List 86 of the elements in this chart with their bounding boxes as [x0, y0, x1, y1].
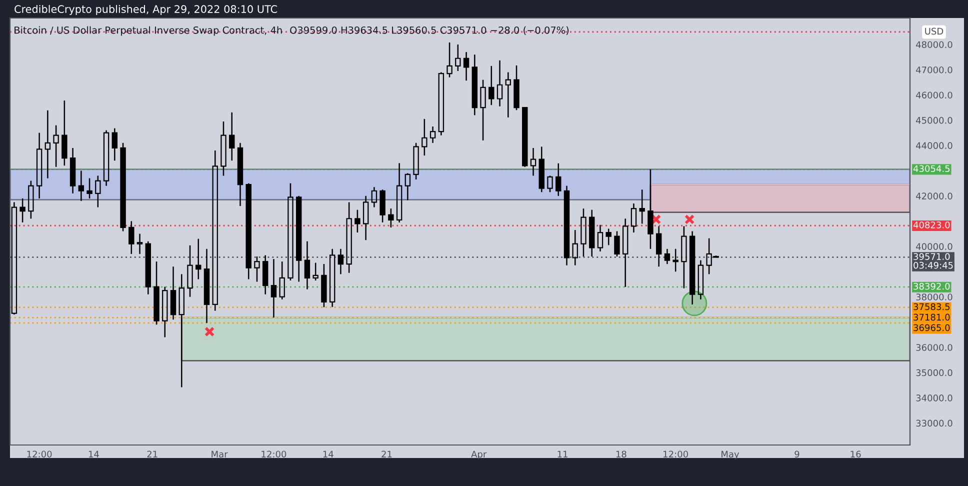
ref-line-label: 39571.0 03:49:45 [914, 253, 953, 269]
candlestick [496, 60, 503, 107]
x-tick-label: Mar [212, 450, 228, 458]
ref-line-label: 43054.5 [913, 165, 950, 172]
ref-line-label: 37583.5 [914, 303, 950, 310]
candlestick [53, 124, 59, 168]
candlestick [672, 248, 678, 272]
x-tick-label: 21 [147, 450, 158, 458]
candlestick [664, 248, 670, 265]
x-tick-label: 18 [616, 450, 626, 458]
candlestick [20, 198, 26, 224]
candlestick [220, 120, 226, 176]
y-tick-label: 42000.0 [916, 192, 952, 200]
candlestick [388, 208, 394, 228]
candlestick [229, 112, 235, 162]
candlestick [530, 147, 536, 176]
y-tick-label: 35000.0 [916, 369, 952, 376]
candlestick [639, 188, 645, 224]
candlestick [648, 168, 654, 250]
candlestick [103, 130, 110, 186]
candlestick [630, 202, 637, 234]
y-tick-label: 33000.0 [916, 420, 952, 427]
x-tick-label: 21 [382, 450, 392, 458]
candlestick [112, 128, 118, 162]
x-tick-label: 11 [558, 450, 568, 458]
point [684, 214, 695, 224]
x-tick-label: May [722, 450, 740, 460]
candlestick [698, 260, 704, 300]
candlestick [463, 51, 470, 82]
candlestick [404, 172, 411, 201]
y-tick-label: 48000.0 [916, 41, 952, 48]
y-tick-label: 40000.0 [916, 243, 952, 250]
candlestick [656, 226, 662, 268]
candlestick [597, 224, 604, 252]
ref-line-label: 36965.0 [914, 324, 950, 332]
y-tick-label: 38000.0 [916, 294, 952, 300]
candlestick [622, 218, 628, 288]
candlestick [62, 100, 68, 166]
candlestick [614, 230, 620, 258]
candlestick [396, 162, 402, 224]
y-axis-title: USD [925, 28, 944, 35]
candlestick [304, 240, 310, 290]
candlestick [681, 226, 687, 289]
x-tick-label: Apr [471, 450, 487, 460]
candlestick [136, 233, 143, 255]
candlestick [178, 274, 184, 388]
point [204, 326, 215, 337]
candlestick [196, 238, 202, 280]
candlestick [36, 132, 42, 200]
ref-line-label: 38392.0 [914, 282, 950, 290]
ref-line-label: 37181.0 [914, 314, 950, 321]
candlestick [505, 72, 511, 118]
y-tick-label: 36000.0 [916, 344, 952, 351]
annotation: O39599.0 H39634.5 L39560.5 C39571.0 −28.0 (−0.07%) [290, 26, 569, 35]
y-tick-label: 45000.0 [916, 116, 952, 124]
x-tick-label: 9 [794, 450, 800, 458]
x-tick-label: 12:00 [664, 450, 688, 458]
candlestick [44, 110, 51, 179]
candlestick [606, 228, 612, 246]
text: Bitcoin / US Dollar Perpetual Inverse Swap Contract, 4h [14, 26, 282, 36]
x-tick-label: 12:00 [262, 450, 286, 458]
candlestick [329, 248, 336, 308]
chart-title: CredibleCrypto published, Apr 29, 2022 08:10 UTC [14, 4, 277, 16]
candlestick [262, 254, 268, 295]
candlestick [128, 220, 134, 255]
candlestick [354, 209, 360, 234]
x-tick-label: 12:00 [27, 450, 52, 458]
x-tick-label: 16 [850, 450, 861, 458]
candlestick [338, 248, 344, 275]
candlestick [270, 258, 277, 318]
x-tick-label: 14 [323, 450, 334, 458]
candlestick [371, 186, 378, 208]
candlestick [362, 195, 369, 241]
y-tick-label: 47000.0 [916, 66, 952, 74]
x-tick-label: 14 [88, 450, 99, 458]
y-tick-label: 34000.0 [916, 394, 952, 402]
ref-line-label: 40823.0 [913, 222, 950, 228]
y-tick-label: 46000.0 [916, 92, 952, 99]
candlestick [556, 162, 562, 197]
candlestick [170, 266, 176, 320]
candlestick [78, 170, 84, 202]
candlestick [380, 188, 386, 224]
y-tick-label: 44000.0 [916, 142, 952, 149]
candlestick [488, 65, 494, 106]
candlestick [430, 126, 436, 144]
candlestick [86, 178, 92, 200]
